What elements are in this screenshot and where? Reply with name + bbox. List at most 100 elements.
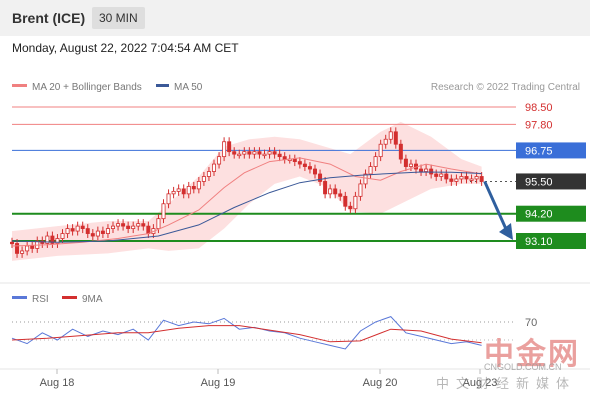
- watermark-logo-text: 中金网: [484, 337, 580, 372]
- candle-body: [9, 241, 14, 245]
- candle-body: [449, 178, 454, 182]
- chart-header: Brent (ICE) 30 MIN: [0, 0, 590, 36]
- candle-body: [80, 225, 85, 229]
- candle-body: [318, 173, 323, 182]
- level-label-resistance_1: 97.80: [525, 119, 553, 131]
- candle-body: [474, 176, 479, 180]
- rsi-legend-label: RSI: [32, 294, 49, 305]
- candle-body: [419, 168, 424, 172]
- candle-body: [333, 188, 338, 195]
- ma20-legend-swatch: [12, 84, 27, 87]
- ma50-legend-label: MA 50: [174, 82, 203, 93]
- candle-body: [454, 178, 459, 182]
- candle-body: [469, 178, 474, 181]
- ma9-legend-swatch: [62, 296, 77, 299]
- candle-body: [60, 233, 65, 239]
- candle-body: [217, 156, 222, 165]
- candle-body: [388, 131, 393, 140]
- candle-body: [166, 193, 171, 205]
- candle-body: [70, 228, 75, 232]
- level-tag-support_2: [516, 233, 586, 249]
- candle-body: [156, 218, 161, 229]
- candle-body: [121, 223, 126, 227]
- moving-averages: [11, 157, 482, 247]
- candle-body: [343, 195, 348, 207]
- x-tick-label: Aug 18: [40, 377, 75, 389]
- rsi-line: [11, 316, 482, 350]
- x-tick-label: Aug 19: [201, 377, 236, 389]
- candle-body: [55, 238, 60, 244]
- candle-body: [201, 176, 206, 182]
- candle-body: [378, 143, 383, 158]
- rsi-level-label: 70: [525, 317, 537, 329]
- candle-body: [232, 151, 237, 155]
- candle-body: [358, 183, 363, 197]
- candle-body: [282, 156, 287, 160]
- candle-body: [191, 186, 196, 190]
- rsi-ma9-line: [11, 325, 482, 344]
- candle-body: [85, 228, 90, 234]
- candle-body: [222, 141, 227, 158]
- candle-body: [131, 225, 136, 229]
- candle-body: [50, 235, 55, 244]
- candle-body: [25, 245, 30, 252]
- candle-body: [171, 190, 176, 195]
- candle-body: [459, 176, 464, 180]
- timeframe-button[interactable]: 30 MIN: [92, 7, 145, 29]
- x-tick-label: Aug 23: [463, 377, 498, 389]
- candle-body: [15, 243, 20, 254]
- candle-body: [242, 151, 247, 155]
- candle-body: [211, 163, 216, 172]
- timestamp: Monday, August 22, 2022 7:04:54 AM CET: [12, 41, 239, 55]
- forecast-arrow: [483, 180, 513, 240]
- candle-body: [247, 151, 252, 155]
- candle-body: [100, 230, 105, 234]
- candle-body: [439, 173, 444, 177]
- candle-body: [252, 151, 257, 155]
- candle-body: [206, 171, 211, 177]
- candle-body: [373, 156, 378, 167]
- candle-body: [464, 176, 469, 180]
- ma50-line: [11, 171, 482, 243]
- rsi-legend-swatch: [12, 296, 27, 299]
- candle-body: [434, 173, 439, 177]
- candle-body: [45, 235, 50, 244]
- candle-body: [262, 153, 267, 157]
- candle-body: [444, 173, 449, 180]
- candle-body: [65, 228, 70, 234]
- level-label-support_1: 94.20: [525, 209, 553, 221]
- candle-body: [95, 230, 100, 237]
- instrument-title: Brent (ICE): [12, 10, 86, 26]
- candle-body: [297, 161, 302, 165]
- level-label-current: 95.50: [525, 176, 553, 188]
- candle-body: [30, 245, 35, 249]
- candle-body: [338, 193, 343, 197]
- level-label-support_2: 93.10: [525, 236, 553, 248]
- candle-body: [383, 138, 388, 145]
- candle-body: [116, 223, 121, 227]
- level-labels: 98.50 97.80 96.75 95.50 94.20 93.10: [516, 102, 586, 249]
- candle-body: [312, 168, 317, 175]
- candle-body: [403, 158, 408, 167]
- ma9-legend-label: 9MA: [82, 294, 103, 305]
- candle-body: [90, 233, 95, 237]
- candle-body: [105, 228, 110, 234]
- candle-body: [237, 153, 242, 157]
- candle-body: [186, 186, 191, 195]
- copyright-text: Research © 2022 Trading Central: [431, 82, 580, 93]
- candle-body: [393, 131, 398, 145]
- candle-body: [181, 188, 186, 195]
- watermark-url: CNGOLD.COM.CN: [484, 362, 562, 372]
- x-tick-label: Aug 20: [363, 377, 398, 389]
- candle-body: [348, 205, 353, 210]
- forecast-arrow-shaft: [483, 180, 508, 230]
- candle-body: [227, 141, 232, 153]
- level-lines: [12, 106, 516, 242]
- ma50-legend-swatch: [156, 84, 169, 87]
- level-tag-support_1: [516, 205, 586, 222]
- candle-body: [267, 151, 272, 155]
- level-label-pivot: 96.75: [525, 145, 553, 157]
- candle-body: [363, 173, 368, 185]
- level-tag-pivot: [516, 142, 586, 159]
